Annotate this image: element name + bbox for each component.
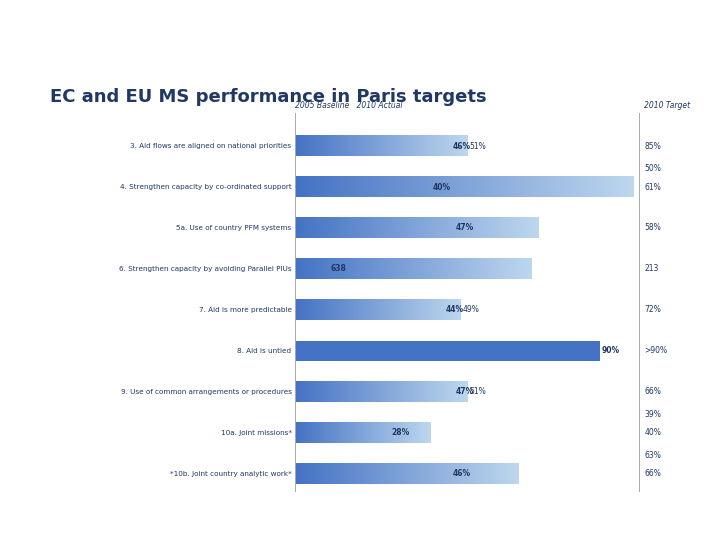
Text: 51%: 51% bbox=[469, 387, 486, 396]
Text: 28%: 28% bbox=[392, 428, 410, 437]
Text: 50%: 50% bbox=[644, 164, 661, 173]
Bar bbox=[295, 422, 431, 443]
Bar bbox=[295, 300, 444, 320]
Text: 46%: 46% bbox=[453, 469, 471, 478]
Bar bbox=[295, 218, 539, 238]
Bar bbox=[295, 136, 451, 157]
Bar bbox=[295, 463, 451, 484]
Bar bbox=[295, 381, 468, 402]
Bar bbox=[295, 136, 468, 157]
Text: 51%: 51% bbox=[469, 141, 486, 151]
Text: 58%: 58% bbox=[644, 224, 661, 233]
Text: 2005 Baseline   2010 Actual: 2005 Baseline 2010 Actual bbox=[295, 101, 402, 110]
Text: *10b. Joint country analytic work*: *10b. Joint country analytic work* bbox=[170, 470, 292, 477]
Text: 39%: 39% bbox=[644, 410, 661, 418]
Text: 9. Use of common arrangements or procedures: 9. Use of common arrangements or procedu… bbox=[120, 389, 292, 395]
Text: EC and EU MS performance in Paris targets: EC and EU MS performance in Paris target… bbox=[50, 88, 487, 106]
Text: 44%: 44% bbox=[446, 305, 464, 314]
Bar bbox=[295, 381, 454, 402]
Text: 49%: 49% bbox=[463, 305, 480, 314]
Text: 4. Strengthen capacity by co-ordinated support: 4. Strengthen capacity by co-ordinated s… bbox=[120, 184, 292, 190]
Bar bbox=[295, 259, 329, 279]
Text: 85%: 85% bbox=[644, 141, 661, 151]
Text: 63%: 63% bbox=[644, 451, 661, 460]
Text: 90%: 90% bbox=[601, 346, 620, 355]
Text: 7. Aid is more predictable: 7. Aid is more predictable bbox=[199, 307, 292, 313]
Text: 6. Strengthen capacity by avoiding Parallel PIUs: 6. Strengthen capacity by avoiding Paral… bbox=[119, 266, 292, 272]
Text: 47%: 47% bbox=[456, 387, 474, 396]
Bar bbox=[295, 463, 518, 484]
Bar bbox=[295, 259, 532, 279]
Text: 638: 638 bbox=[330, 265, 346, 273]
Text: 46%: 46% bbox=[453, 141, 471, 151]
Bar bbox=[295, 177, 634, 197]
Bar bbox=[295, 300, 461, 320]
Text: 66%: 66% bbox=[644, 469, 661, 478]
Text: 213: 213 bbox=[644, 265, 659, 273]
Text: 72%: 72% bbox=[644, 305, 661, 314]
Text: >90%: >90% bbox=[644, 346, 667, 355]
Text: 3. Aid flows are aligned on national priorities: 3. Aid flows are aligned on national pri… bbox=[130, 143, 292, 149]
Bar bbox=[295, 422, 390, 443]
Text: 66%: 66% bbox=[644, 387, 661, 396]
Bar bbox=[295, 218, 454, 238]
Text: 5a. Use of country PFM systems: 5a. Use of country PFM systems bbox=[176, 225, 292, 231]
Bar bbox=[295, 341, 600, 361]
Text: 10a. Joint missions*: 10a. Joint missions* bbox=[220, 430, 292, 436]
Text: 2010 Target: 2010 Target bbox=[644, 101, 690, 110]
Bar bbox=[295, 177, 431, 197]
Text: 40%: 40% bbox=[432, 183, 451, 192]
Text: 61%: 61% bbox=[644, 183, 661, 192]
Text: 40%: 40% bbox=[644, 428, 661, 437]
Text: 8. Aid is untied: 8. Aid is untied bbox=[238, 348, 292, 354]
Text: 47%: 47% bbox=[456, 224, 474, 233]
